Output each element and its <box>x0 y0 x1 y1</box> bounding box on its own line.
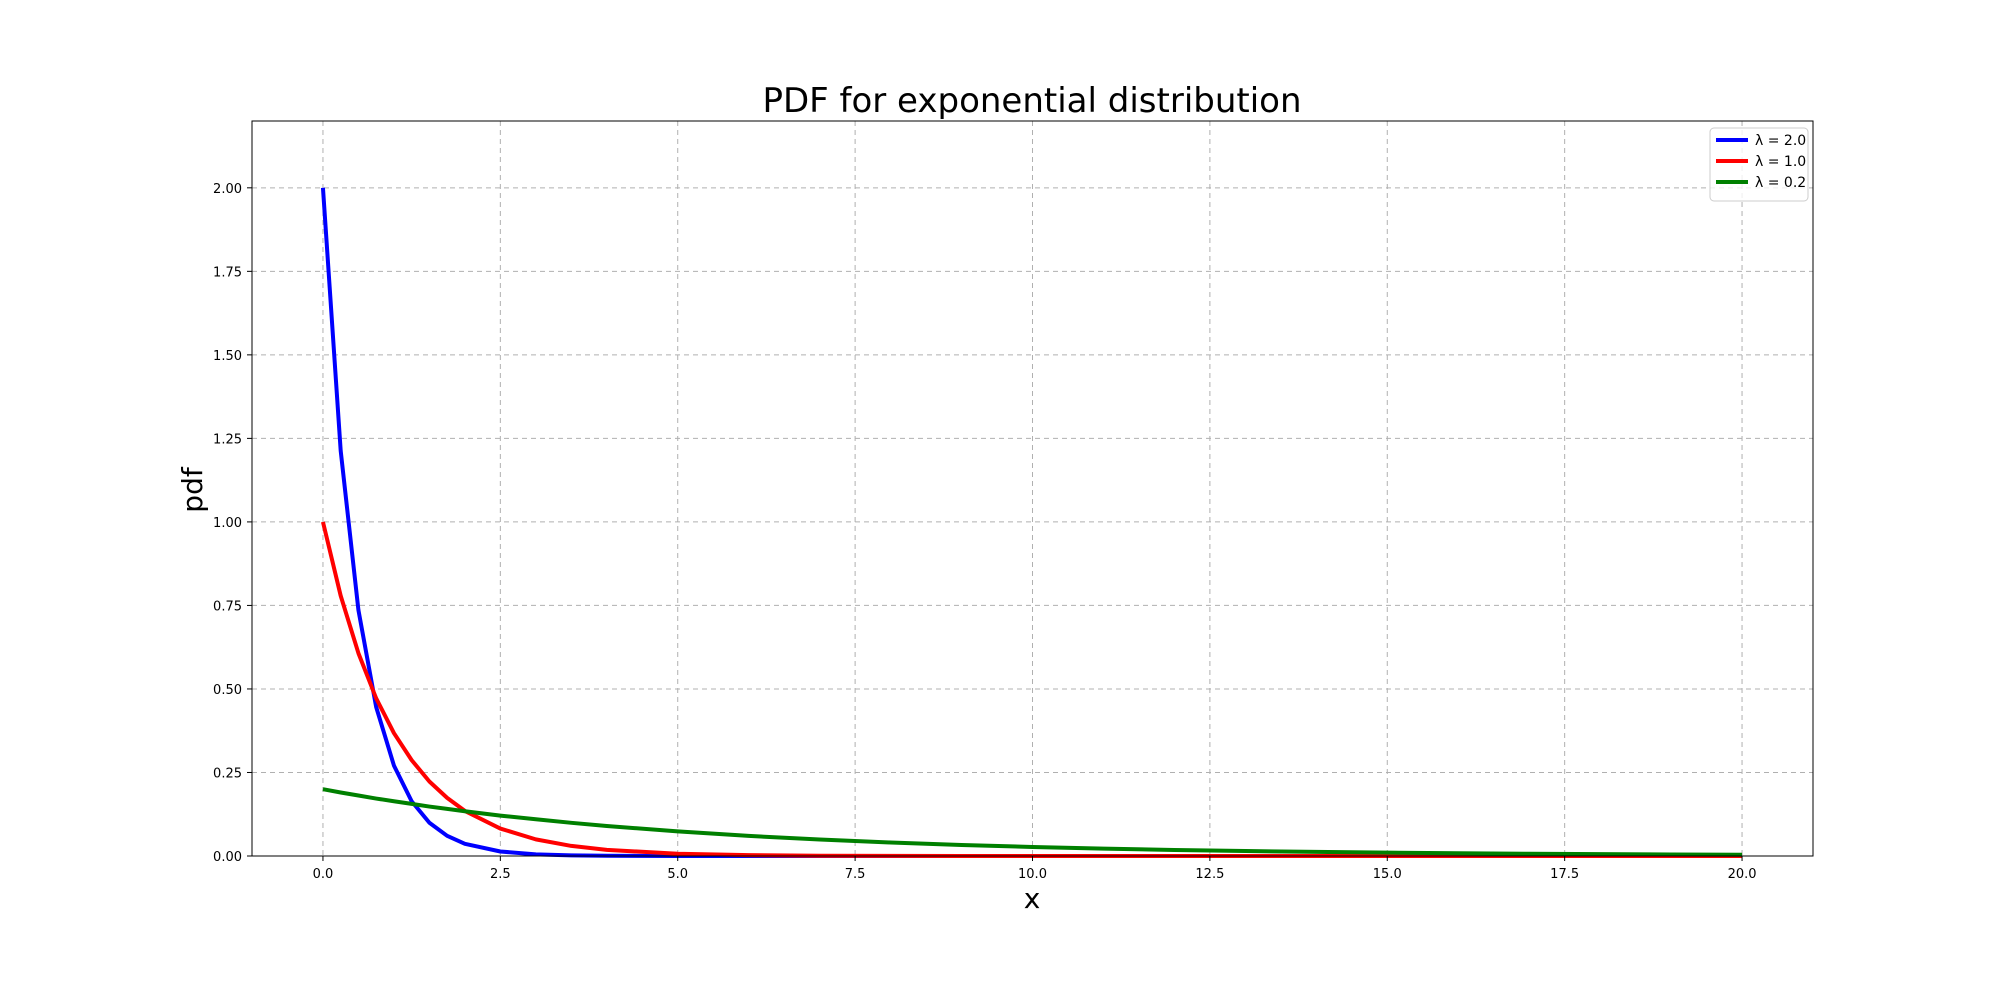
legend-entry-label: λ = 1.0 <box>1755 154 1806 170</box>
x-tick-label: 2.5 <box>490 867 511 882</box>
y-tick-label: 0.25 <box>213 766 242 781</box>
x-axis-label: x <box>1024 882 1041 915</box>
chart-title: PDF for exponential distribution <box>762 81 1301 121</box>
x-tick-label: 17.5 <box>1550 867 1579 882</box>
y-tick-label: 2.00 <box>213 182 242 197</box>
x-tick-label: 12.5 <box>1195 867 1224 882</box>
legend: λ = 2.0 λ = 1.0 λ = 0.2 <box>1709 127 1809 202</box>
y-tick-label: 1.00 <box>213 516 242 531</box>
x-tick-label: 0.0 <box>313 867 334 882</box>
y-tick-label: 0.00 <box>213 850 242 865</box>
x-tick-label: 10.0 <box>1018 867 1047 882</box>
y-tick-label: 0.50 <box>213 683 242 698</box>
x-tick-label: 5.0 <box>667 867 688 882</box>
y-axis-label: pdf <box>176 466 209 513</box>
x-tick-label: 7.5 <box>845 867 866 882</box>
x-tick-label: 15.0 <box>1373 867 1402 882</box>
y-tick-label: 1.50 <box>213 349 242 364</box>
y-tick-label: 0.75 <box>213 599 242 614</box>
legend-entry-label: λ = 0.2 <box>1755 175 1806 191</box>
y-tick-label: 1.25 <box>213 432 242 447</box>
legend-entry-label: λ = 2.0 <box>1755 133 1806 149</box>
x-tick-label: 20.0 <box>1728 867 1757 882</box>
axis-ticks: 0.0 2.5 5.0 7.5 10.0 12.5 15.0 17.5 20.0 0.00 0.25… <box>213 182 1756 882</box>
series-line-3 <box>322 787 1743 857</box>
y-tick-label: 1.75 <box>213 265 242 280</box>
